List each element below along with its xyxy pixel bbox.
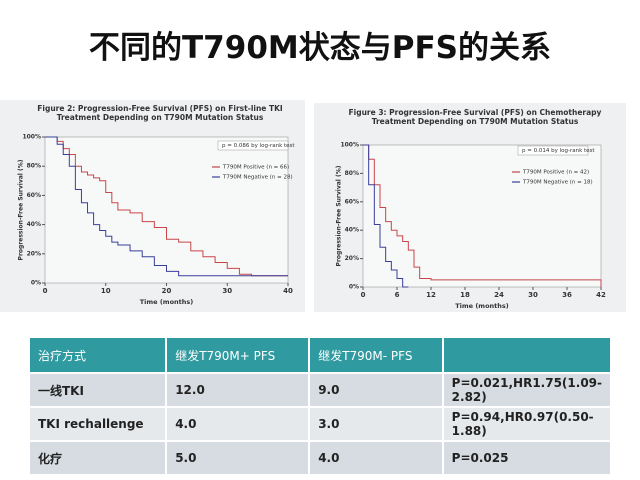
x-tick-label: 6: [395, 291, 400, 299]
row: 化疗 5.0 4.0 P=0.025: [27, 440, 613, 476]
cell: P=0.94,HR0.97(0.50-1.88): [441, 406, 613, 442]
cell: 12.0: [165, 372, 311, 408]
cell: P=0.025: [441, 440, 613, 476]
x-axis-label: Time (months): [140, 298, 194, 306]
y-axis-label: Progression-Free Survival (%): [336, 165, 343, 266]
header-cell: [441, 336, 613, 374]
x-tick-label: 30: [528, 291, 538, 299]
y-tick-label: 80%: [345, 170, 359, 177]
km-curve: [363, 144, 602, 287]
annotation: p = 0.086 by log-rank test: [222, 143, 295, 149]
header-cell: 继发T790M- PFS: [308, 336, 444, 374]
y-tick-label: 20%: [27, 250, 41, 257]
y-tick-label: 40%: [345, 227, 359, 234]
header-cell: 治疗方式: [27, 336, 168, 374]
x-tick-label: 42: [596, 291, 606, 299]
cell: TKI rechallenge: [27, 406, 168, 442]
y-axis-label: Progression-Free Survival (%): [18, 159, 25, 260]
legend-label: T790M Positive (n = 42): [522, 170, 589, 176]
cell: 4.0: [308, 440, 444, 476]
x-tick-label: 0: [43, 287, 48, 295]
cell: 3.0: [308, 406, 444, 442]
cell: 5.0: [165, 440, 311, 476]
legend-label: T790M Negative (n = 18): [522, 180, 593, 186]
km-curve: [363, 144, 409, 288]
km-curve: [45, 136, 288, 277]
y-tick-label: 60%: [345, 198, 359, 205]
annotation-box: [217, 140, 289, 151]
x-tick-label: 18: [460, 291, 470, 299]
x-tick-label: 12: [426, 291, 436, 299]
row: 一线TKI 12.0 9.0 P=0.021,HR1.75(1.09-2.82): [27, 372, 613, 408]
plot-area: [44, 136, 289, 284]
x-tick-label: 30: [222, 287, 232, 295]
table: 治疗方式 继发T790M+ PFS 继发T790M- PFS 一线TKI 12.0 9.…: [27, 336, 613, 476]
km-curve: [45, 136, 288, 277]
y-tick-label: 60%: [27, 192, 41, 199]
chart-title: Figure 2: Progression-Free Survival (PFS…: [37, 104, 283, 122]
cell: 化疗: [27, 440, 168, 476]
chart-title: Figure 3: Progression-Free Survival (PFS…: [348, 108, 602, 126]
y-tick-label: 20%: [345, 255, 359, 262]
x-axis-label: Time (months): [455, 302, 509, 310]
cell: 4.0: [165, 406, 311, 442]
x-tick-label: 10: [101, 287, 111, 295]
plot-area: [362, 144, 602, 288]
x-tick-label: 20: [162, 287, 172, 295]
legend-label: T790M Positive (n = 66): [222, 165, 289, 171]
annotation: p = 0.014 by log-rank test: [522, 148, 595, 154]
annotation-box: [517, 145, 589, 156]
x-tick-label: 0: [361, 291, 366, 299]
x-tick-label: 40: [283, 287, 293, 295]
legend-label: T790M Negative (n = 28): [222, 175, 293, 181]
y-tick-label: 100%: [22, 134, 41, 141]
cell: 9.0: [308, 372, 444, 408]
y-tick-label: 100%: [340, 142, 359, 149]
x-tick-label: 24: [494, 291, 504, 299]
y-tick-label: 0%: [31, 280, 41, 287]
header-row: 治疗方式 继发T790M+ PFS 继发T790M- PFS: [27, 336, 613, 374]
y-tick-label: 40%: [27, 221, 41, 228]
y-tick-label: 0%: [349, 284, 359, 291]
cell: 一线TKI: [27, 372, 168, 408]
y-tick-label: 80%: [27, 163, 41, 170]
header-cell: 继发T790M+ PFS: [165, 336, 311, 374]
x-tick-label: 36: [562, 291, 572, 299]
slide-title: 不同的T790M状态与PFS的关系: [89, 30, 551, 66]
row: TKI rechallenge 4.0 3.0 P=0.94,HR0.97(0.50-…: [27, 406, 613, 442]
cell: P=0.021,HR1.75(1.09-2.82): [441, 372, 613, 408]
